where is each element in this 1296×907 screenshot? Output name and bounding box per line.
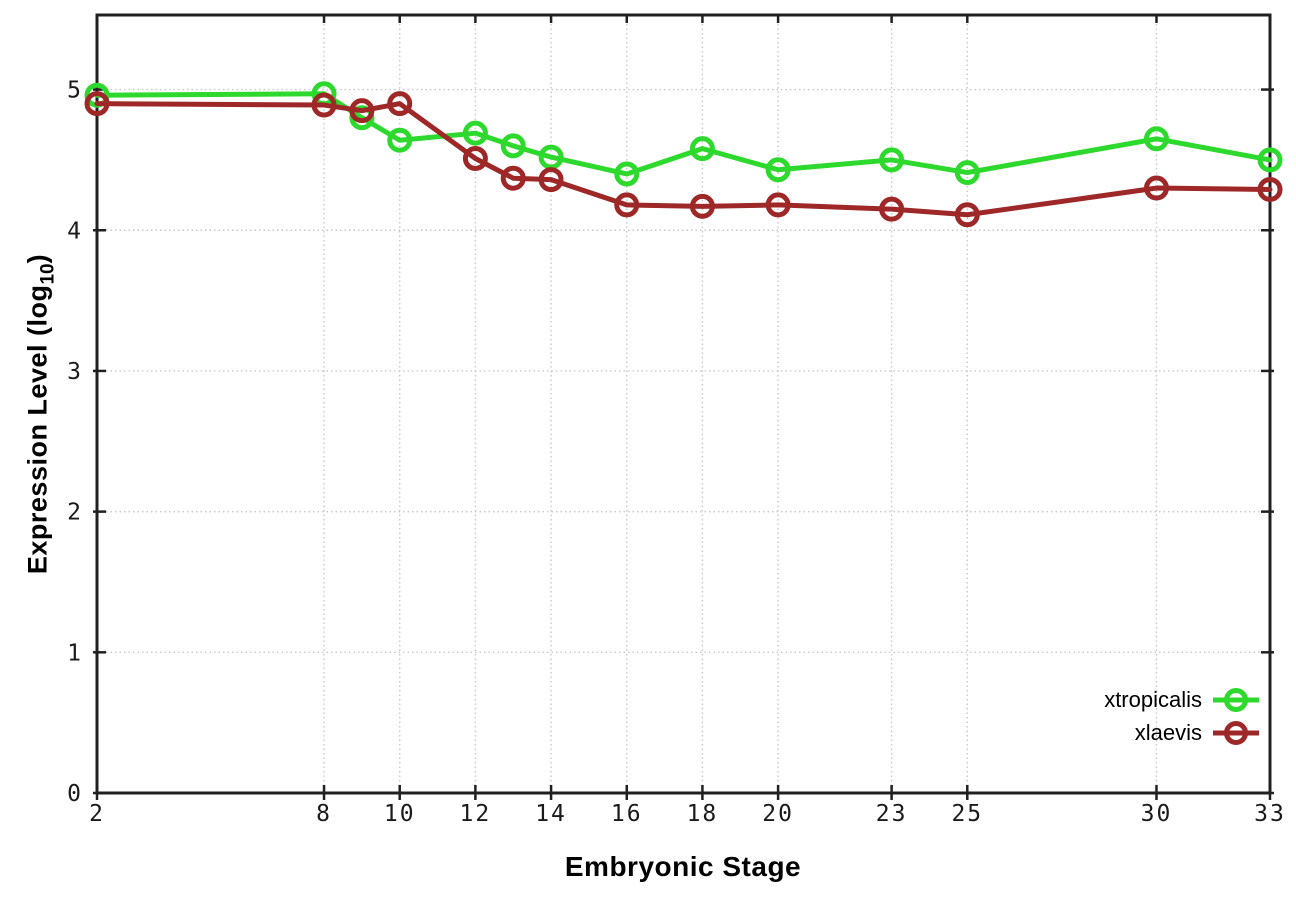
x-axis-title: Embryonic Stage (564, 851, 802, 882)
x-tick-label: 16 (611, 801, 643, 827)
series-marker-xlaevis (765, 192, 791, 218)
y-tick-label: 0 (67, 781, 83, 807)
x-tick-label: 18 (687, 801, 719, 827)
x-tick-label: 12 (460, 801, 492, 827)
series-marker-xlaevis (879, 196, 905, 222)
series-marker-xtropicalis (538, 144, 564, 170)
y-tick-label: 1 (67, 640, 83, 666)
legend-item-xlaevis: xlaevis (1104, 716, 1260, 749)
series-marker-xlaevis (462, 146, 488, 172)
series-marker-xtropicalis (1257, 147, 1283, 173)
series-marker-xtropicalis (387, 127, 413, 153)
x-tick-label: 23 (876, 801, 908, 827)
y-tick-label: 4 (67, 218, 83, 244)
series-marker-xlaevis (614, 192, 640, 218)
y-axis-title-subscript: 10 (37, 263, 59, 285)
x-tick-label: 25 (951, 801, 983, 827)
x-tick-label: 20 (762, 801, 794, 827)
legend-item-xtropicalis: xtropicalis (1104, 683, 1260, 716)
y-tick-label: 3 (67, 359, 83, 385)
series-marker-xlaevis (387, 91, 413, 117)
series-marker-xlaevis (349, 98, 375, 124)
series-marker-xtropicalis (500, 133, 526, 159)
x-tick-label: 14 (535, 801, 567, 827)
x-tick-label: 10 (384, 801, 416, 827)
series-line-xlaevis (94, 101, 1273, 218)
series-marker-xlaevis (538, 167, 564, 193)
x-tick-label: 2 (89, 801, 105, 827)
x-tick-label: 8 (316, 801, 332, 827)
series-marker-xtropicalis (614, 161, 640, 187)
x-tick-label: 30 (1141, 801, 1173, 827)
series-marker-xlaevis (500, 165, 526, 191)
series-marker-xlaevis (84, 91, 110, 117)
x-tick-label: 33 (1254, 801, 1286, 827)
legend-marker-icon (1213, 720, 1259, 745)
y-tick-label: 5 (67, 78, 83, 104)
series-marker-xtropicalis (765, 157, 791, 183)
series-marker-xtropicalis (462, 120, 488, 146)
y-tick-label: 2 (67, 500, 83, 526)
series-marker-xlaevis (689, 193, 715, 219)
y-axis-title-main: Expression Level (log (22, 284, 53, 575)
plot-border (95, 13, 1272, 795)
series-marker-xtropicalis (954, 160, 980, 186)
legend-label: xlaevis (1134, 719, 1202, 745)
legend: xtropicalis xlaevis (1104, 683, 1260, 749)
series-marker-xlaevis (1257, 176, 1283, 202)
series-marker-xlaevis (1143, 175, 1169, 201)
legend-marker-icon (1213, 687, 1259, 712)
y-axis-title: Expression Level (log10) (23, 254, 60, 574)
series-marker-xlaevis (954, 202, 980, 228)
legend-label: xtropicalis (1104, 686, 1202, 712)
series-marker-xtropicalis (879, 147, 905, 173)
series-marker-xtropicalis (689, 136, 715, 162)
series-marker-xlaevis (311, 92, 337, 118)
series-marker-xtropicalis (1143, 126, 1169, 152)
y-axis-title-close: ) (22, 253, 53, 264)
